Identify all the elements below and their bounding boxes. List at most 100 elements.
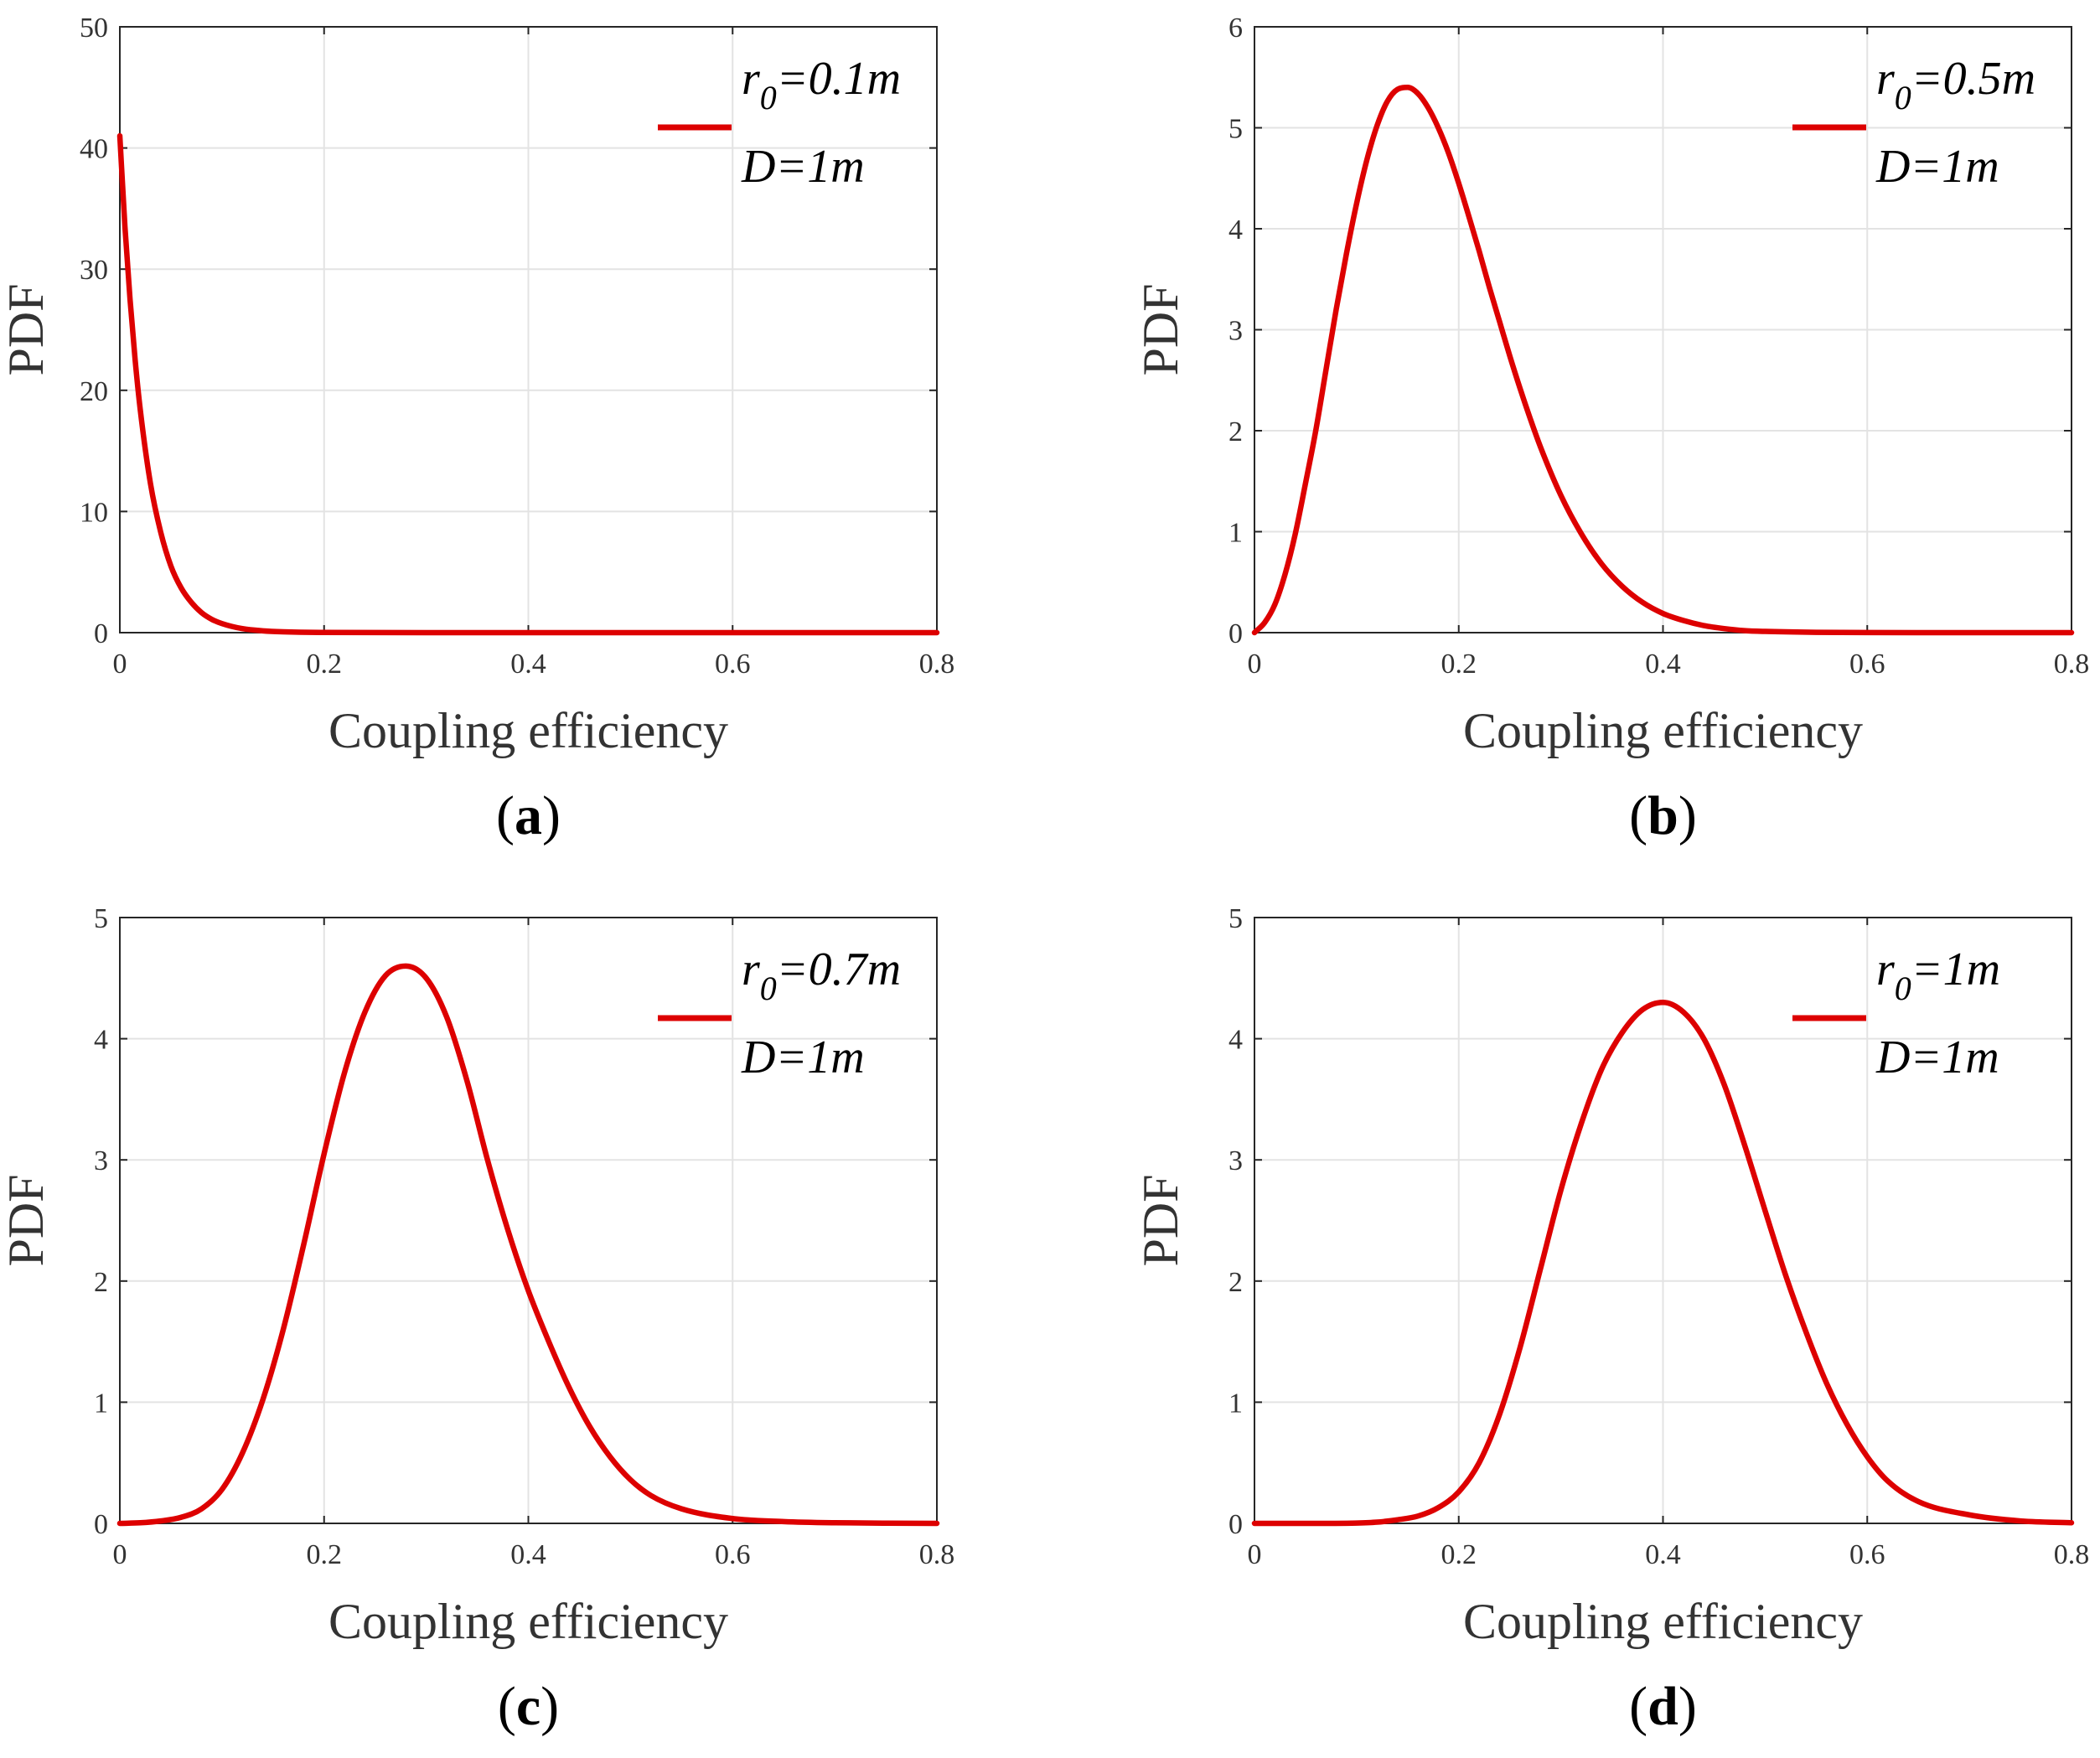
x-tick-label: 0.8 [919,649,955,680]
panel-paren-close: ) [1678,1676,1697,1737]
legend-r-symbol: r [1876,53,1895,105]
y-tick-label: 3 [94,1145,108,1176]
x-axis-label: Coupling efficiency [1463,1594,1863,1649]
y-tick-label: 0 [1228,618,1243,649]
panel-letter: b [1647,785,1678,846]
x-tick-label: 0.2 [1441,649,1477,680]
panel-paren-open: ( [496,785,515,846]
panel-letter: a [515,785,542,846]
series-line [1251,85,2075,636]
y-tick-label: 5 [94,903,108,934]
y-tick-label: 40 [80,134,108,165]
legend-r-subscript: 0 [1895,969,1911,1007]
panel-paren-open: ( [1629,1676,1647,1737]
x-tick-label: 0.2 [307,1539,343,1570]
y-tick-label: 2 [94,1267,108,1298]
x-tick-label: 0.6 [1849,649,1885,680]
y-tick-label: 6 [1228,13,1243,44]
panel-letter: c [516,1676,541,1737]
x-tick-label: 0.4 [1645,1539,1681,1570]
legend-r-subscript: 0 [760,79,777,116]
x-tick-label: 0 [113,649,127,680]
y-tick-label: 5 [1228,903,1243,934]
y-tick-label: 0 [94,1509,108,1540]
legend-r-subscript: 0 [760,969,777,1007]
y-tick-label: 20 [80,376,108,407]
x-tick-label: 0 [1248,1539,1262,1570]
legend: r0=0.1m D=1m [658,53,901,193]
legend-r-symbol: r [742,944,760,995]
legend-r-value: =1m [1911,944,2000,995]
legend-r-symbol: r [1876,944,1895,995]
legend-entry-r0: r0=0.1m [742,53,901,116]
y-tick-label: 10 [80,497,108,528]
legend-entry-r0: r0=0.5m [1876,53,2035,116]
y-tick-label: 1 [94,1388,108,1419]
x-tick-label: 0.6 [715,1539,751,1570]
y-axis-label: PDF [1133,283,1188,375]
y-tick-label: 30 [80,255,108,286]
x-axis-label: Coupling efficiency [1463,703,1863,758]
y-tick-label: 1 [1228,518,1243,549]
panel-paren-open: ( [1629,785,1647,846]
series-line [116,963,940,1527]
x-tick-label: 0.2 [307,649,343,680]
x-tick-label: 0.8 [2054,1539,2090,1570]
legend-entry-r0: r0=1m [1876,944,2000,1007]
x-tick-label: 0.2 [1441,1539,1477,1570]
x-tick-label: 0 [113,1539,127,1570]
y-axis-label: PDF [0,283,54,375]
y-tick-label: 4 [1228,215,1243,246]
y-tick-label: 0 [1228,1509,1243,1540]
legend-r-value: =0.7m [777,944,901,995]
y-axis-label: PDF [1133,1174,1188,1266]
legend-r-symbol: r [742,53,760,105]
panel-a: 0 0.2 0.4 0.6 0.8 0 10 20 30 40 50 Coupling efficie… [0,13,954,846]
legend-entry-r0: r0=0.7m [742,944,901,1007]
panel-label: (d) [1629,1676,1697,1737]
y-tick-label: 4 [1228,1025,1243,1056]
x-tick-label: 0.4 [510,649,546,680]
legend-entry-d: D=1m [1875,141,1999,193]
y-tick-label: 50 [80,13,108,44]
y-tick-label: 4 [94,1025,108,1056]
y-tick-label: 3 [1228,1145,1243,1176]
x-tick-label: 0.8 [919,1539,955,1570]
legend-entry-d: D=1m [1875,1032,1999,1083]
legend-entry-d: D=1m [741,1032,865,1083]
x-tick-label: 0.4 [510,1539,546,1570]
panel-paren-close: ) [541,1676,559,1737]
x-tick-label: 0 [1248,649,1262,680]
series-line [1251,999,2075,1527]
legend: r0=0.7m D=1m [658,944,901,1083]
panel-label: (b) [1629,785,1697,846]
x-tick-label: 0.4 [1645,649,1681,680]
panel-paren-close: ) [542,785,561,846]
x-tick-label: 0.8 [2054,649,2090,680]
legend-r-value: =0.1m [777,53,901,105]
legend-r-subscript: 0 [1895,79,1911,116]
panel-b: 0 0.2 0.4 0.6 0.8 0 1 2 3 4 5 6 Coupling efficiency P… [1133,13,2089,846]
x-axis-label: Coupling efficiency [328,1594,728,1649]
x-axis-label: Coupling efficiency [328,703,728,758]
panel-c: 0 0.2 0.4 0.6 0.8 0 1 2 3 4 5 Coupling efficiency PD… [0,903,954,1737]
x-tick-label: 0.6 [1849,1539,1885,1570]
panel-paren-close: ) [1678,785,1697,846]
series-line [116,132,940,636]
legend: r0=1m D=1m [1792,944,2000,1083]
panel-d: 0 0.2 0.4 0.6 0.8 0 1 2 3 4 5 Coupling efficiency PD… [1133,903,2089,1737]
y-tick-label: 2 [1228,1267,1243,1298]
panel-label: (a) [496,785,561,846]
y-tick-label: 1 [1228,1388,1243,1419]
panel-label: (c) [498,1676,559,1737]
legend-r-value: =0.5m [1911,53,2035,105]
y-axis-label: PDF [0,1174,54,1266]
x-tick-label: 0.6 [715,649,751,680]
panel-letter: d [1647,1676,1678,1737]
y-tick-label: 2 [1228,416,1243,447]
panel-paren-open: ( [498,1676,516,1737]
legend-entry-d: D=1m [741,141,865,193]
legend: r0=0.5m D=1m [1792,53,2035,193]
y-tick-label: 0 [94,618,108,649]
